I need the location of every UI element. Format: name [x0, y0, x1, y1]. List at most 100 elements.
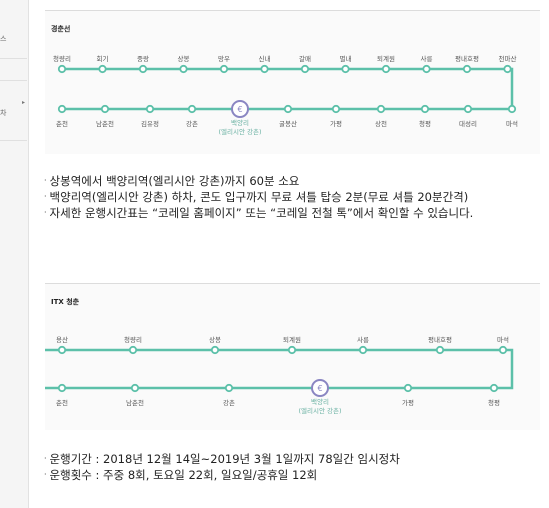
station-marker — [358, 345, 368, 355]
station-label-7: 별내 — [339, 55, 352, 63]
station-marker — [57, 64, 67, 74]
station-marker — [376, 104, 386, 114]
station-label-b9: 대성리 — [459, 120, 477, 128]
station-label-b1: 남춘천 — [96, 120, 114, 128]
station-marker — [300, 64, 310, 74]
station-marker — [463, 104, 473, 114]
station-marker — [283, 104, 293, 114]
station-marker — [403, 383, 413, 393]
station-marker — [57, 345, 67, 355]
station-label-2: 상봉 — [209, 336, 221, 344]
note-item: · 자세한 운행시간표는 “코레일 홈페이지” 또는 “코레일 전철 톡”에서 확… — [44, 205, 473, 221]
highlight-station-icon: € — [237, 105, 242, 114]
station-marker — [462, 64, 472, 74]
station-label-2: 중랑 — [137, 55, 149, 63]
station-label-8: 퇴계원 — [377, 55, 395, 63]
note-text: 상봉역에서 백양리역(엘리시안 강촌)까지 60분 소요 — [49, 174, 300, 188]
station-label-b2: 강촌 — [223, 399, 235, 407]
gyeongchun-route-panel: 경춘선 € 청량리 회기 중랑 상봉 망우 신내 갈매 별내 퇴계원 사릉 평내호평 천마산 춘천 남춘천 김… — [45, 10, 540, 154]
route-title: 경춘선 — [51, 25, 71, 33]
station-marker — [219, 64, 229, 74]
highlight-station-sub: (엘리시안 강촌) — [298, 407, 342, 415]
station-marker — [98, 64, 107, 74]
station-label-b4: 가평 — [402, 399, 414, 407]
station-label-3: 퇴계원 — [283, 336, 301, 344]
station-label-b7: 상천 — [375, 120, 387, 128]
gyeongchun-notes: · 상봉역에서 백양리역(엘리시안 강촌)까지 60분 소요 · 백양리역(엘리시안… — [44, 173, 473, 221]
station-label-0: 청량리 — [53, 55, 71, 63]
sidebar-divider — [0, 140, 27, 141]
route-line-svg: € — [45, 345, 514, 397]
route-line — [45, 348, 514, 390]
station-label-b1: 남춘천 — [126, 399, 144, 407]
station-marker — [498, 345, 508, 355]
station-marker — [503, 64, 512, 74]
bullet: · — [44, 208, 47, 217]
station-marker — [260, 64, 269, 74]
station-marker — [128, 345, 138, 355]
station-marker — [145, 104, 155, 114]
note-text: 백양리역(엘리시안 강촌) 하차, 콘도 입구까지 무료 셔틀 탑승 2분(무료… — [49, 190, 469, 204]
highlight-station-icon: € — [317, 384, 322, 393]
station-label-b2: 김유정 — [141, 120, 159, 128]
chevron-right-icon: ▸ — [22, 99, 26, 106]
station-marker — [422, 64, 431, 74]
station-label-3: 상봉 — [177, 55, 190, 63]
highlight-station-marker — [311, 379, 329, 397]
station-label-1: 청량리 — [124, 336, 142, 344]
station-label-b5: 굴봉산 — [279, 120, 297, 128]
route-line-svg: € — [57, 64, 517, 118]
station-label-b10: 마석 — [506, 120, 518, 128]
station-label-10: 평내호평 — [455, 55, 479, 63]
sidebar-divider — [0, 58, 27, 59]
station-marker — [187, 104, 197, 114]
route-line — [62, 67, 514, 111]
itx-route-panel: ITX 청춘 € 용산 청량리 상봉 퇴계원 사릉 평내호평 마석 춘천 남춘천 강촌 백양리 (엘리시… — [45, 283, 540, 430]
station-marker — [179, 64, 188, 74]
station-label-b8: 청평 — [419, 120, 431, 128]
station-marker — [130, 383, 140, 393]
station-label-6: 갈매 — [299, 55, 311, 63]
station-marker — [224, 383, 234, 393]
note-text: 운행기간 : 2018년 12월 14일~2019년 3월 1일까지 78일간 … — [49, 452, 400, 466]
sidebar-divider — [0, 80, 27, 81]
station-marker — [138, 64, 148, 74]
note-item: · 운행횟수 : 주중 8회, 토요일 22회, 일요일/공휴일 12회 — [44, 467, 400, 483]
station-marker — [420, 104, 430, 114]
station-label-b0: 춘천 — [56, 120, 68, 128]
station-marker — [100, 104, 110, 114]
station-marker — [287, 345, 297, 355]
highlight-station-label: 백양리 (엘리시안 강촌) — [218, 119, 262, 136]
bullet: · — [44, 454, 47, 463]
station-marker — [507, 104, 517, 114]
station-marker — [331, 104, 341, 114]
note-text: 자세한 운행시간표는 “코레일 홈페이지” 또는 “코레일 전철 톡”에서 확인… — [49, 206, 474, 220]
highlight-station-sub: (엘리시안 강촌) — [218, 128, 262, 136]
bullet: · — [44, 192, 47, 201]
route-title: ITX 청춘 — [51, 298, 80, 306]
note-text: 운행횟수 : 주중 8회, 토요일 22회, 일요일/공휴일 12회 — [49, 468, 318, 482]
station-label-b6: 가평 — [330, 120, 342, 128]
station-label-0: 용산 — [56, 336, 68, 344]
sidebar-item-label[interactable]: 차 — [0, 109, 7, 117]
station-marker — [341, 64, 350, 74]
station-marker — [381, 64, 391, 74]
station-marker — [210, 345, 220, 355]
note-item: · 백양리역(엘리시안 강촌) 하차, 콘도 입구까지 무료 셔틀 탑승 2분(무… — [44, 189, 473, 205]
station-marker — [489, 383, 499, 393]
station-marker — [435, 345, 445, 355]
station-label-5: 평내호평 — [428, 336, 452, 344]
bullet: · — [44, 176, 47, 185]
note-item: · 운행기간 : 2018년 12월 14일~2019년 3월 1일까지 78일간… — [44, 451, 400, 467]
station-label-9: 사릉 — [420, 55, 433, 63]
station-label-6: 마석 — [497, 336, 509, 344]
station-label-4: 사릉 — [357, 336, 369, 344]
station-label-11: 천마산 — [498, 55, 517, 63]
station-marker — [57, 383, 67, 393]
station-label-b3: 강촌 — [186, 120, 198, 128]
station-label-1: 회기 — [96, 55, 109, 63]
sidebar-item-label[interactable]: 스 — [0, 35, 7, 43]
note-item: · 상봉역에서 백양리역(엘리시안 강촌)까지 60분 소요 — [44, 173, 473, 189]
highlight-station-marker — [231, 100, 249, 118]
itx-notes: · 운행기간 : 2018년 12월 14일~2019년 3월 1일까지 78일간… — [44, 451, 400, 483]
